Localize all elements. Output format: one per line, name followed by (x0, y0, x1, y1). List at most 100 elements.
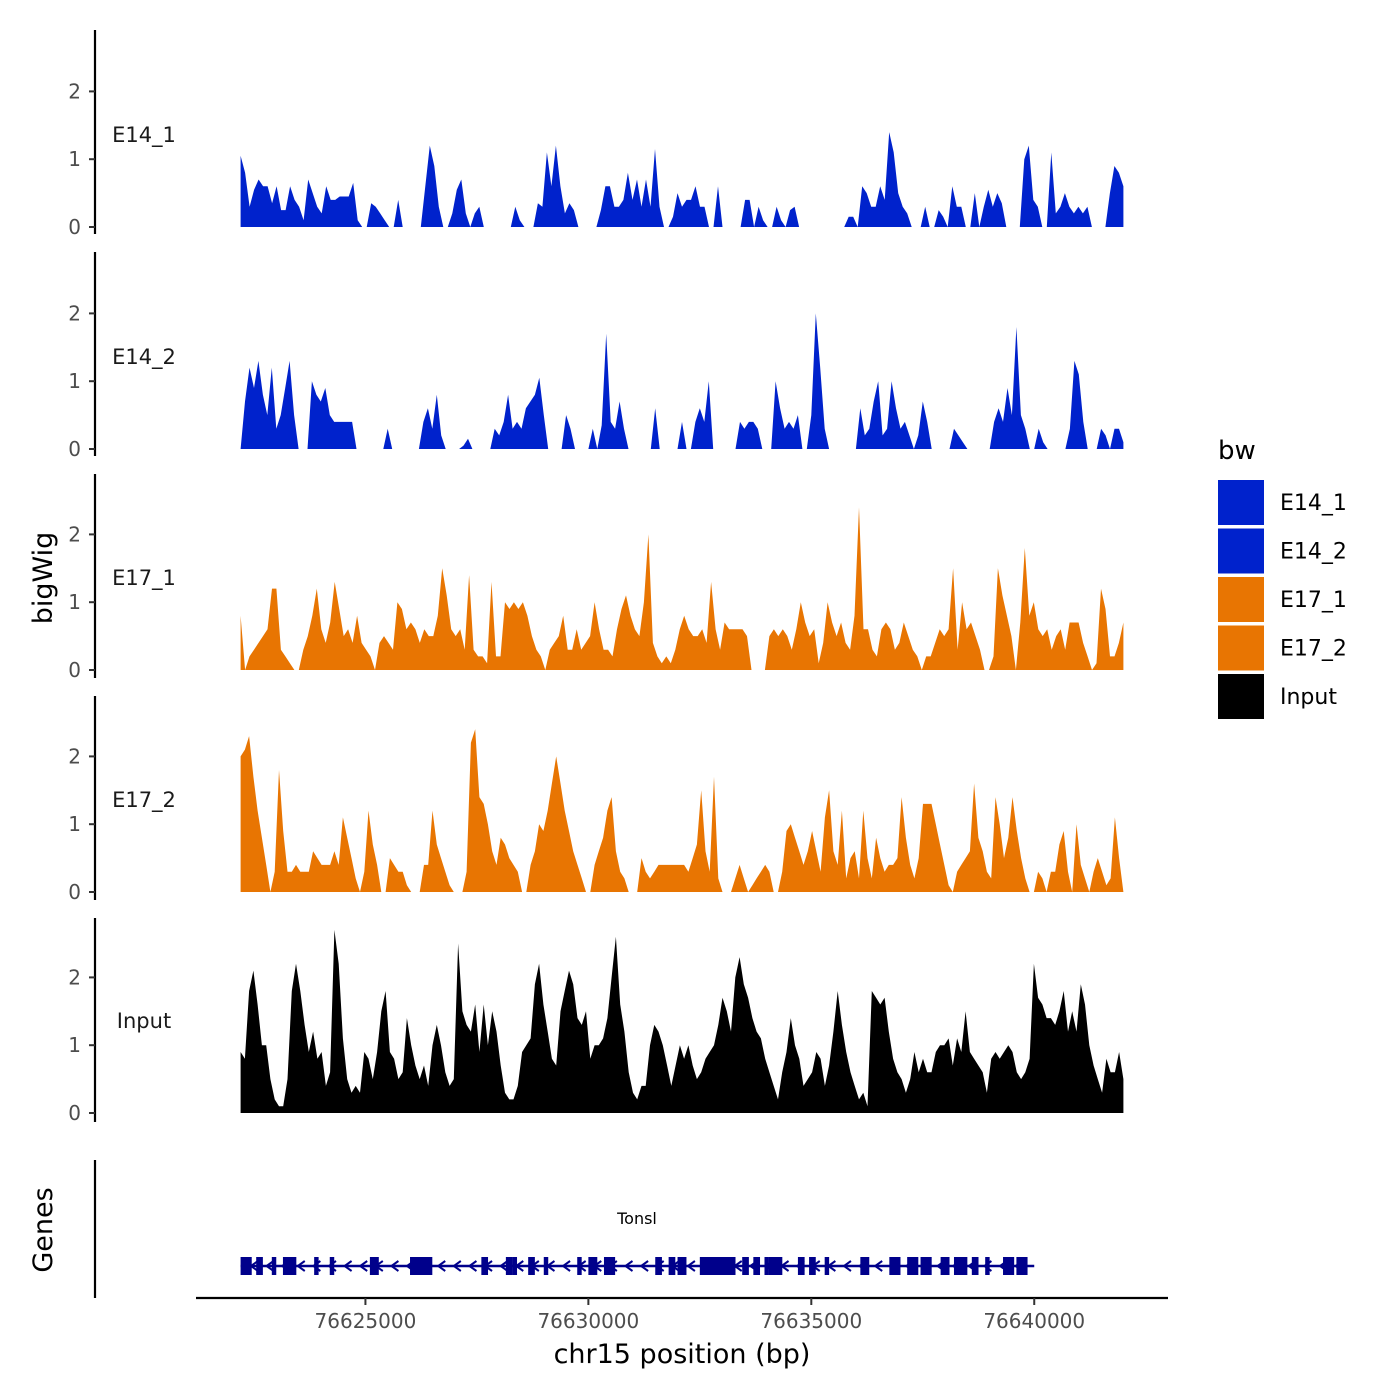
gene-exon (314, 1257, 319, 1275)
gene-exon (271, 1257, 277, 1275)
legend-label: Input (1280, 685, 1337, 710)
strand-arrow (873, 1260, 883, 1272)
gene-exon (907, 1257, 919, 1275)
gene-exon (1016, 1257, 1028, 1275)
coverage-area-e14-1 (240, 132, 1124, 227)
tracks-layer: 0 1 2 E14_1 0 1 2 E14_2 0 1 2 E17_1 0 1 2 E17_2 0 1 2 Input (68, 30, 1124, 1125)
strand-arrow (686, 1260, 696, 1272)
legend-swatch (1218, 625, 1264, 671)
y-tick-label: 0 (68, 215, 81, 239)
coverage-area-e14-2 (240, 313, 1124, 449)
y-tick-label: 1 (68, 812, 81, 836)
strand-arrow (623, 1260, 634, 1272)
strand-arrow (342, 1260, 353, 1272)
legend-label: E17_2 (1280, 637, 1347, 662)
strand-arrow (436, 1260, 446, 1272)
strand-arrow (639, 1260, 649, 1272)
strand-arrow (842, 1260, 852, 1272)
legend-label: E14_1 (1280, 491, 1347, 516)
gene-exon (677, 1257, 687, 1275)
y-tick-label: 2 (68, 301, 81, 325)
gene-exon (543, 1257, 549, 1275)
y-tick-label: 2 (68, 522, 81, 546)
strand-arrow (264, 1260, 275, 1272)
gene-exon (889, 1257, 901, 1275)
gene-exon (742, 1257, 749, 1275)
gene-exon (920, 1257, 932, 1275)
y-tick-label: 1 (68, 147, 81, 171)
gene-exon (940, 1257, 950, 1275)
gene-exon (528, 1257, 535, 1275)
gene-exon (256, 1257, 263, 1275)
x-axis-title: chr15 position (bp) (554, 1339, 811, 1370)
x-tick-label: 76630000 (537, 1309, 639, 1333)
gene-exon (809, 1257, 816, 1275)
y-tick-label: 0 (68, 658, 81, 682)
y-tick-label: 1 (68, 590, 81, 614)
legend: bw E14_1 E14_2 E17_1 E17_2 Input (1218, 436, 1347, 719)
gene-exon (369, 1257, 379, 1275)
x-tick-label: 76625000 (315, 1309, 417, 1333)
gene-exon (860, 1257, 870, 1275)
gene-exon (410, 1257, 433, 1275)
gene-exon (505, 1257, 513, 1275)
legend-label: E14_2 (1280, 540, 1347, 565)
x-axis: 76625000 76630000 76635000 76640000 (196, 1296, 1168, 1333)
x-tick-label: 76640000 (983, 1309, 1085, 1333)
track-e14-1: 0 1 2 E14_1 (68, 30, 1124, 239)
strand-arrow (296, 1260, 306, 1272)
legend-swatch (1218, 674, 1264, 719)
track-label: Input (117, 1009, 171, 1033)
track-input: 0 1 2 Input (68, 918, 1124, 1125)
gene-exon (699, 1257, 736, 1275)
track-label: E14_1 (112, 123, 176, 148)
strand-arrow (358, 1260, 368, 1272)
gene-exon (282, 1257, 297, 1275)
gene-exon (577, 1257, 582, 1275)
y-tick-label: 2 (68, 965, 81, 989)
x-tick-label: 76635000 (760, 1309, 862, 1333)
coverage-area-e17-2 (240, 729, 1124, 892)
gene-exon (985, 1257, 990, 1275)
legend-label: E17_1 (1280, 588, 1347, 613)
coverage-area-e17-1 (240, 507, 1124, 670)
gene-exon (512, 1257, 518, 1275)
gene-exon (329, 1257, 335, 1275)
gene-exon (588, 1257, 598, 1275)
gene-exon (768, 1257, 783, 1275)
legend-swatch (1218, 577, 1264, 622)
y-tick-label: 1 (68, 1033, 81, 1057)
gene-exon (797, 1257, 805, 1275)
gene-exon (668, 1257, 676, 1275)
y-tick-label: 2 (68, 744, 81, 768)
track-label: E17_2 (112, 788, 176, 813)
strand-arrow (498, 1260, 509, 1272)
strand-arrow (561, 1260, 571, 1272)
gene-exon (753, 1257, 761, 1275)
y-tick-label: 0 (68, 437, 81, 461)
gene-exon (971, 1257, 979, 1275)
y-tick-label: 0 (68, 880, 81, 904)
gene-exon (655, 1257, 662, 1275)
genes-axis-title: Genes (28, 1187, 59, 1272)
gene-exon (481, 1257, 489, 1275)
gene-exon (764, 1257, 769, 1275)
track-e17-1: 0 1 2 E17_1 (68, 474, 1124, 682)
y-tick-label: 0 (68, 1101, 81, 1125)
track-e17-2: 0 1 2 E17_2 (68, 696, 1124, 904)
gene-exon (240, 1257, 252, 1275)
legend-title: bw (1218, 436, 1256, 466)
strand-arrow (467, 1260, 478, 1272)
gene-exon (1003, 1257, 1015, 1275)
legend-swatch (1218, 528, 1264, 574)
track-label: E14_2 (112, 345, 176, 370)
track-label: E17_1 (112, 566, 176, 591)
strand-arrow (452, 1260, 462, 1272)
gene-exon (953, 1257, 968, 1275)
track-e14-2: 0 1 2 E14_2 (68, 252, 1124, 461)
gene-name-label: Tonsl (616, 1209, 657, 1228)
y-tick-label: 2 (68, 79, 81, 103)
legend-swatch (1218, 480, 1264, 525)
genes-layer: Tonsl (93, 1160, 1035, 1298)
